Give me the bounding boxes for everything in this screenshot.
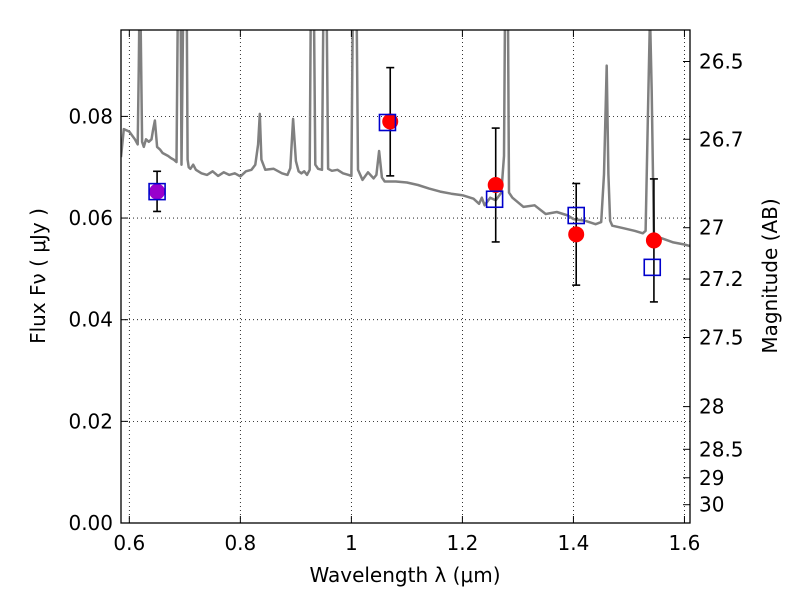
x-tick-label: 1.2 xyxy=(446,531,478,555)
observed-point xyxy=(645,232,662,249)
axis-ticks: 0.6 0.8 1 1.2 1.4 1.6 0.00 0.02 0.04 0.06 0.08 26.5… xyxy=(68,30,744,555)
y2-tick-label: 27.5 xyxy=(699,325,744,349)
x-tick-label: 1.6 xyxy=(669,531,701,555)
y-tick-label: 0.08 xyxy=(68,104,113,128)
x-tick-label: 0.8 xyxy=(224,531,256,555)
observed-point xyxy=(149,183,166,200)
x-tick-label: 0.6 xyxy=(113,531,145,555)
y2-tick-label: 28 xyxy=(699,395,724,419)
x-axis-label: Wavelength λ (μm) xyxy=(309,563,500,587)
y-tick-label: 0.06 xyxy=(68,206,113,230)
y2-tick-label: 29 xyxy=(699,466,724,490)
model-photometry-point xyxy=(643,258,662,277)
model-photometry-point xyxy=(485,190,504,209)
y2-axis-label: Magnitude (AB) xyxy=(758,198,782,353)
model-photometry-point xyxy=(378,113,397,132)
y2-tick-label: 26.5 xyxy=(699,50,744,74)
y-tick-label: 0.02 xyxy=(68,409,113,433)
observed-point xyxy=(568,226,585,243)
plot-area xyxy=(121,30,690,303)
x-tick-label: 1 xyxy=(345,531,358,555)
y2-tick-label: 27 xyxy=(699,216,724,240)
y2-tick-label: 26.7 xyxy=(699,127,744,151)
y2-tick-label: 30 xyxy=(699,493,724,517)
x-tick-label: 1.4 xyxy=(558,531,590,555)
model-spectrum-line xyxy=(121,30,690,248)
y-tick-label: 0.00 xyxy=(68,511,113,535)
y-tick-label: 0.04 xyxy=(68,308,113,332)
y-axis-label: Flux Fν ( μJy ) xyxy=(26,208,50,344)
model-photometry-point xyxy=(148,182,166,201)
y2-tick-label: 27.2 xyxy=(699,267,744,291)
observed-point xyxy=(487,177,504,194)
plot-frame xyxy=(120,29,691,524)
model-photometry-point xyxy=(567,206,586,225)
y2-tick-label: 28.5 xyxy=(699,437,744,461)
